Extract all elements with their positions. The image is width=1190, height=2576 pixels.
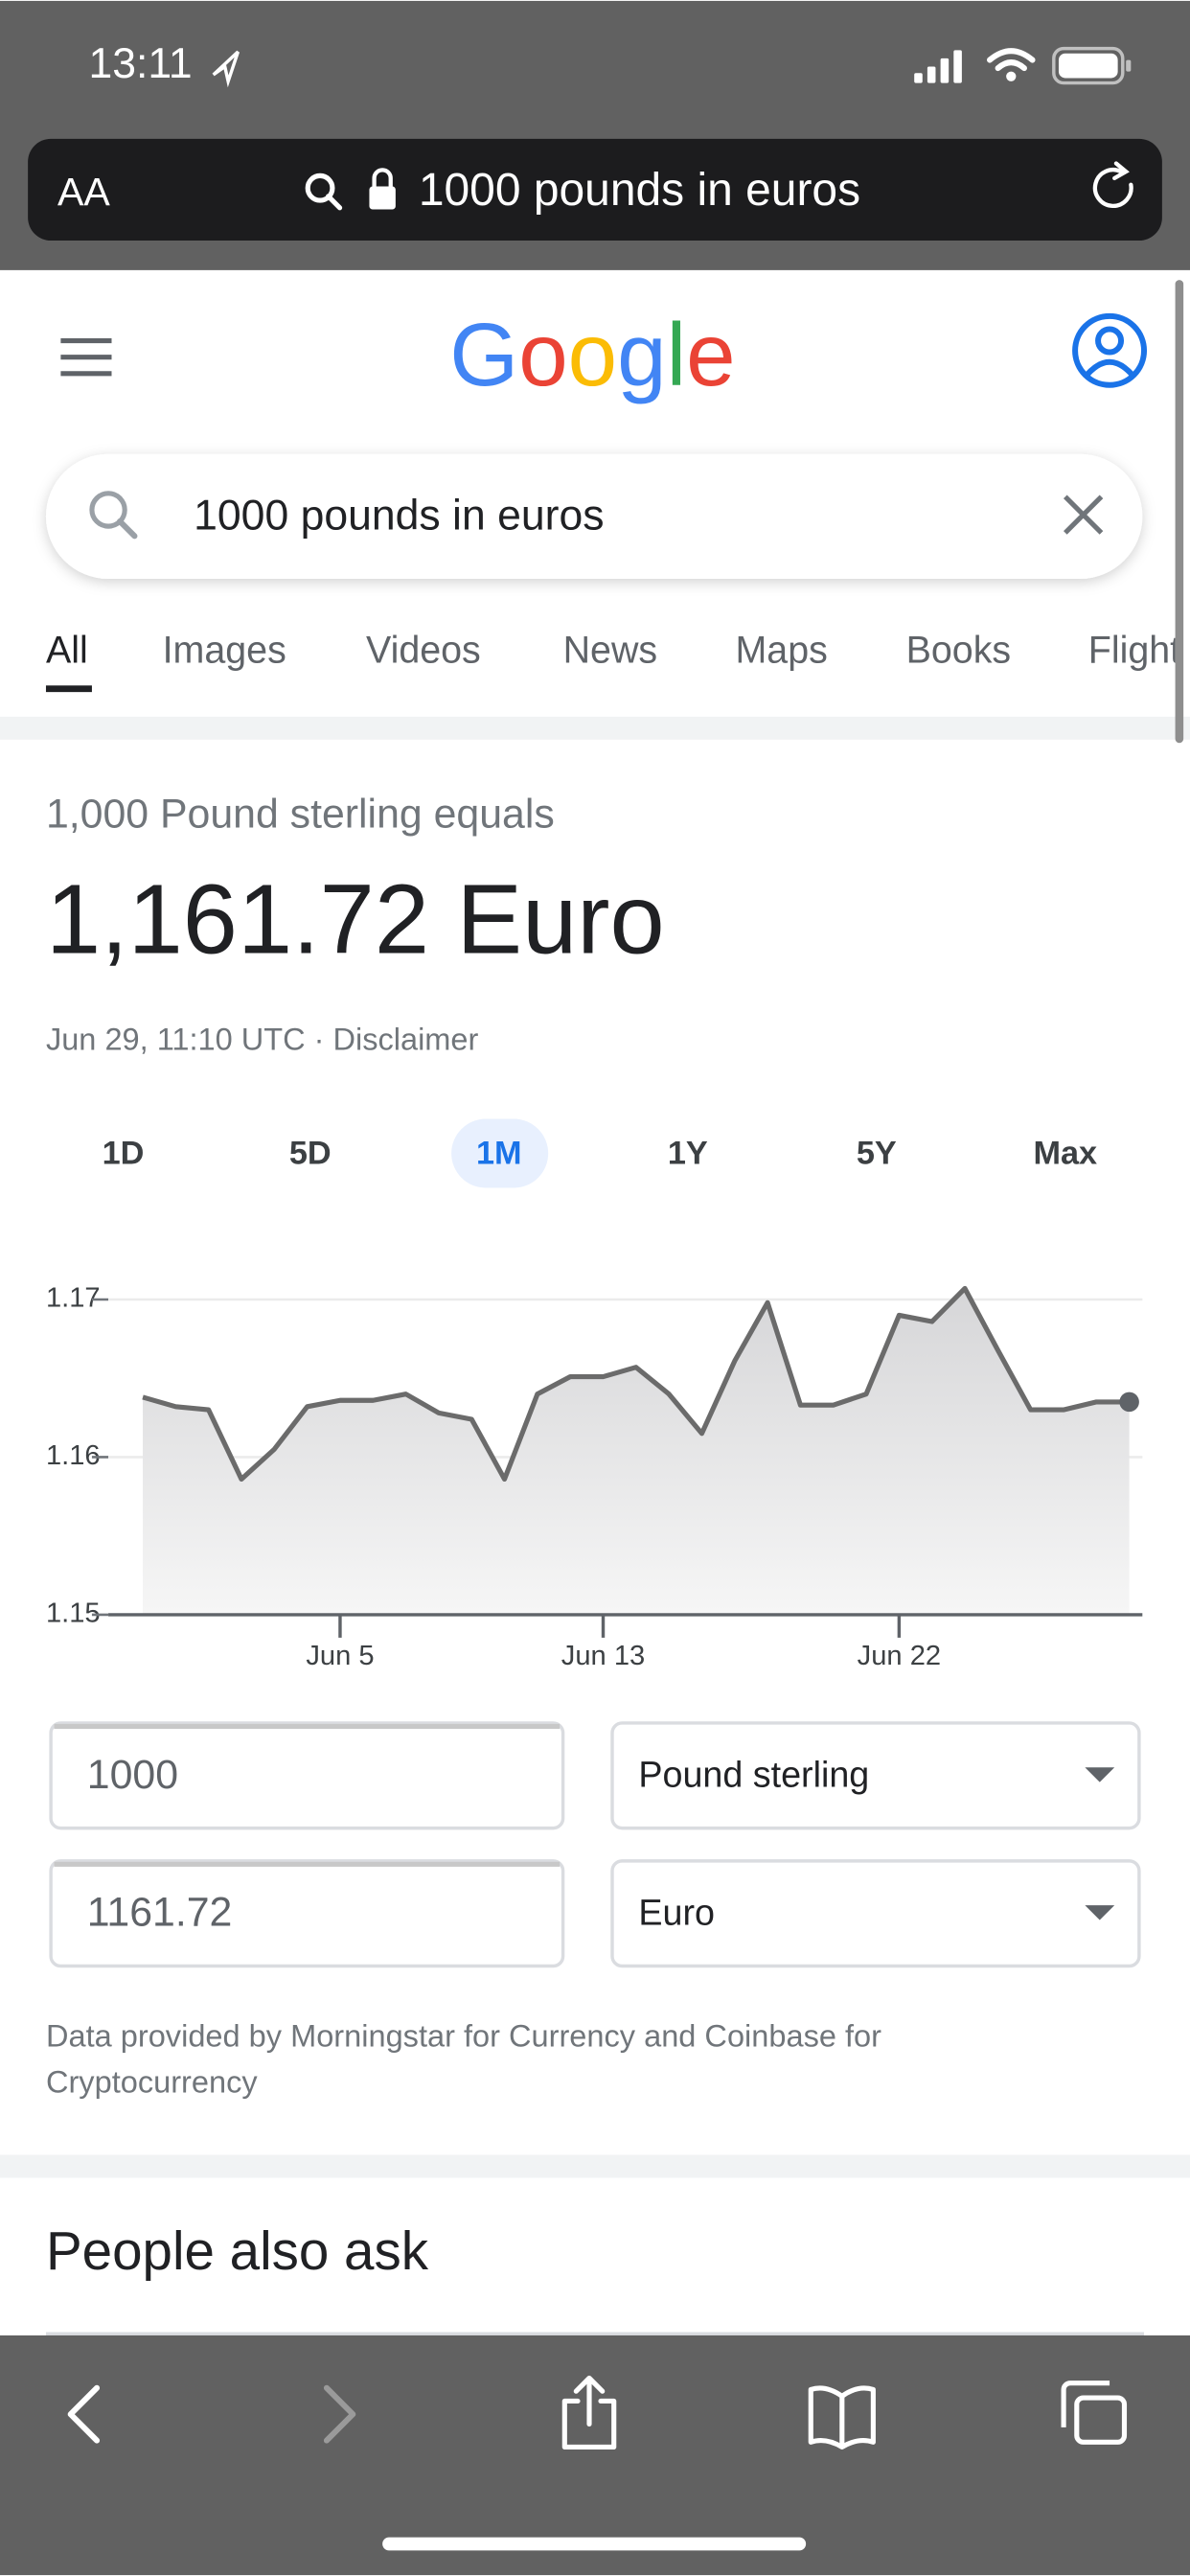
amount-input[interactable]	[49, 1721, 565, 1830]
url-bar[interactable]	[28, 138, 1162, 242]
tabs-button[interactable]	[1061, 2380, 1128, 2445]
search-box[interactable]	[45, 453, 1143, 579]
last-point	[1119, 1392, 1139, 1413]
menu-icon[interactable]	[60, 337, 112, 377]
lock-body	[369, 186, 396, 210]
tab[interactable]: All	[46, 629, 88, 671]
wifi-dot	[1006, 71, 1017, 81]
status-time: 13:11	[89, 40, 193, 87]
google-logo[interactable]: Google	[449, 305, 735, 404]
people-also-ask-title: People also ask	[46, 2220, 429, 2281]
result-timestamp: Jun 29, 11:10 UTC · Disclaimer	[46, 1023, 479, 1057]
reload-icon[interactable]	[1092, 168, 1133, 208]
location-icon	[212, 50, 240, 88]
to-amount[interactable]: 1161.72	[87, 1890, 233, 1936]
range-button[interactable]: 5Y	[857, 1135, 897, 1171]
back-button[interactable]	[67, 2384, 101, 2444]
note-container: Data provided by Morningstar for Currenc…	[45, 2020, 881, 2101]
range-button[interactable]: 1M	[476, 1135, 522, 1171]
x-tick-label: Jun 13	[561, 1641, 645, 1671]
x-tick-label: Jun 5	[306, 1641, 374, 1671]
from-amount[interactable]: 1000	[87, 1752, 178, 1798]
currency-select[interactable]	[610, 1859, 1141, 1968]
home-indicator	[382, 2537, 807, 2551]
reload-arrow	[1112, 161, 1130, 181]
bookmarks-button[interactable]	[808, 2385, 876, 2450]
amount-input[interactable]	[49, 1859, 565, 1968]
battery-level	[1058, 53, 1118, 79]
browser-toolbar	[0, 2334, 1190, 2576]
tab[interactable]: Maps	[735, 629, 827, 671]
tab[interactable]: Flights	[1088, 629, 1190, 671]
range-button[interactable]: 1Y	[668, 1135, 708, 1171]
section-divider	[0, 2154, 1190, 2178]
lock-shackle	[372, 168, 393, 189]
currency-select[interactable]	[610, 1721, 1141, 1830]
search-icon	[89, 491, 127, 529]
chart: 1.15 1.16 1.17 Jun 5 Jun 13 Jun 22	[46, 1283, 1143, 1671]
result-subtitle: 1,000 Pound sterling equals	[46, 792, 555, 838]
share-button[interactable]	[561, 2375, 617, 2450]
scrollbar	[1175, 280, 1184, 744]
search-query[interactable]: 1000 pounds in euros	[194, 492, 604, 539]
account-shoulders	[1084, 358, 1135, 378]
url-search-handle	[326, 194, 343, 211]
result-amount: 1,161.72 Euro	[46, 863, 665, 974]
from-currency[interactable]: Pound sterling	[638, 1754, 869, 1794]
account-head	[1095, 326, 1125, 356]
wifi-icon	[987, 48, 1036, 72]
battery-tip	[1126, 59, 1132, 72]
section-divider	[0, 716, 1190, 740]
search-icon-handle	[117, 518, 138, 540]
active-tab-indicator	[45, 685, 92, 693]
tab[interactable]: News	[563, 629, 658, 671]
y-tick-label: 1.16	[46, 1440, 101, 1471]
battery-outline	[1052, 46, 1125, 85]
area	[143, 1288, 1130, 1615]
range-button[interactable]: 1D	[103, 1135, 145, 1171]
tab[interactable]: Videos	[366, 629, 481, 671]
signal-icon	[914, 50, 962, 83]
range-button[interactable]: 5D	[289, 1135, 332, 1171]
tab[interactable]: Books	[906, 629, 1011, 671]
x-tick-label: Jun 22	[858, 1641, 941, 1671]
url-search-icon	[305, 172, 335, 203]
account-icon[interactable]	[1072, 312, 1148, 388]
to-currency[interactable]: Euro	[638, 1892, 715, 1932]
tabs: All Images Videos News Maps Books Flight…	[46, 629, 1190, 671]
y-tick-label: 1.17	[46, 1283, 101, 1314]
range-selected-bg	[451, 1118, 549, 1188]
clear-button[interactable]	[1063, 494, 1104, 535]
data-note: Data provided by Morningstar for Currenc…	[45, 2020, 881, 2101]
url-text[interactable]: 1000 pounds in euros	[419, 165, 860, 216]
y-tick-label: 1.15	[46, 1598, 101, 1629]
dropdown-arrow	[1085, 1905, 1115, 1920]
range-button[interactable]: Max	[1033, 1135, 1097, 1171]
forward-button[interactable]	[323, 2384, 356, 2444]
text-size-button[interactable]: AA	[57, 170, 110, 214]
line	[142, 1285, 1130, 1483]
dropdown-arrow	[1085, 1767, 1115, 1782]
tab[interactable]: Images	[163, 629, 286, 671]
